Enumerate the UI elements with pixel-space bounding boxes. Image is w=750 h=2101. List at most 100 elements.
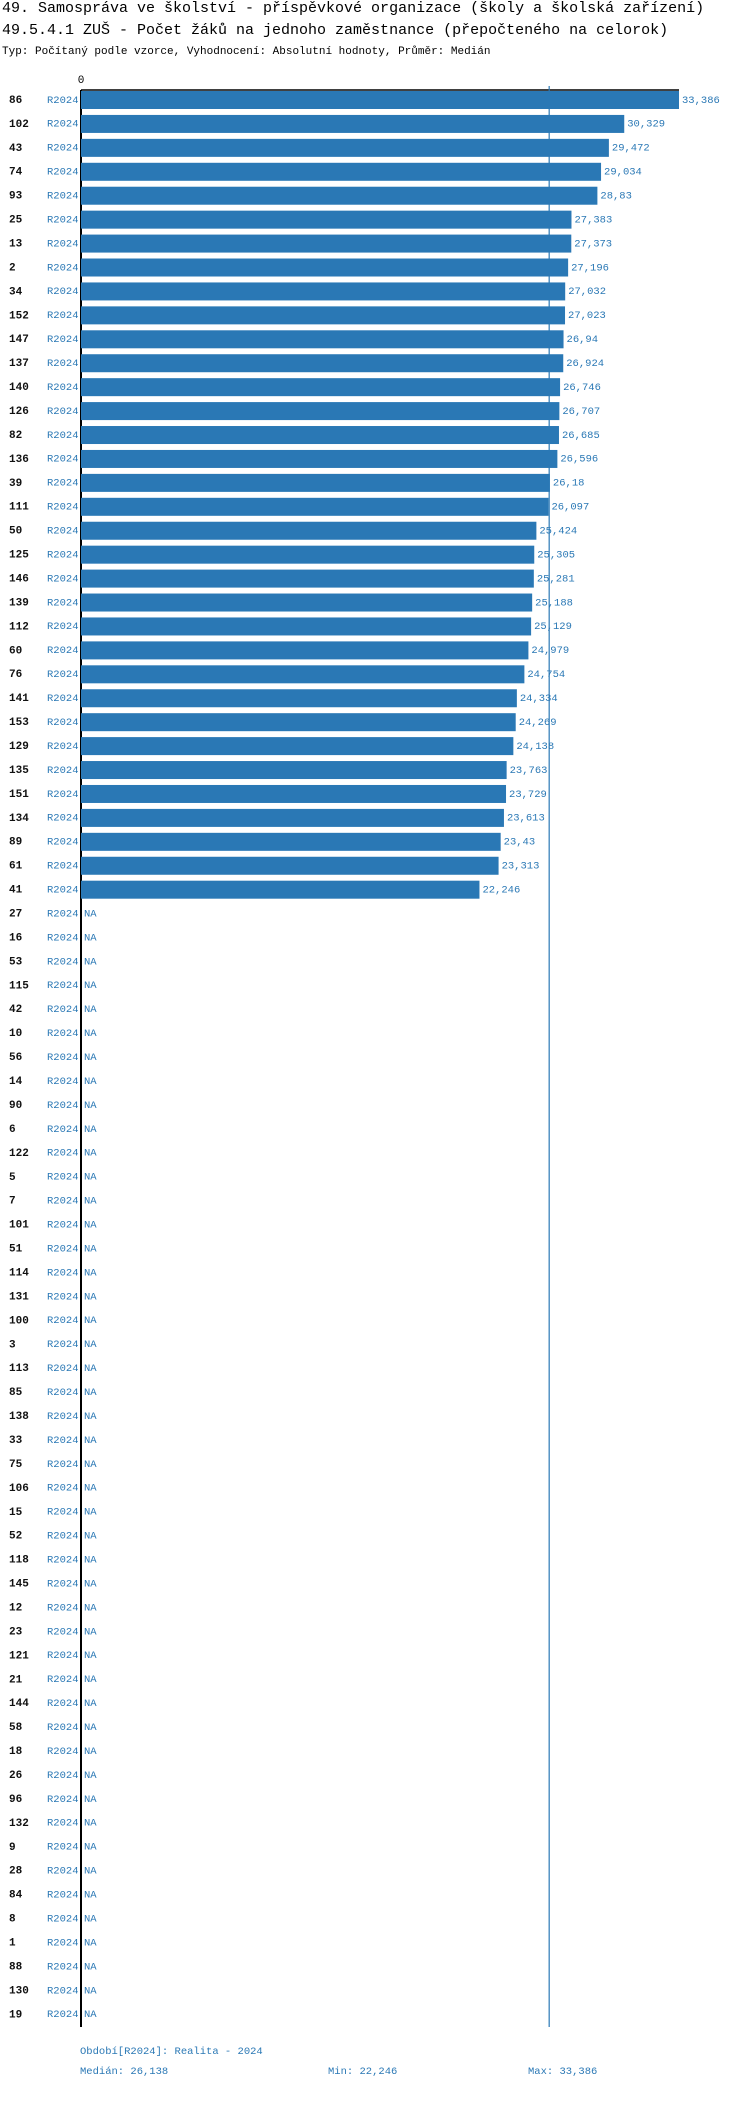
category-label: 136 [9,454,29,466]
category-label: 76 [9,669,22,681]
value-label: 26,596 [560,454,598,466]
series-label: R2024 [47,1578,79,1590]
category-label: 5 [9,1172,16,1184]
value-label: 25,129 [534,621,572,633]
category-label: 14 [9,1076,23,1088]
median-label: Medián: 26,138 [80,2066,168,2078]
category-label: 141 [9,693,29,705]
series-label: R2024 [47,95,79,107]
value-label: 23,763 [510,765,548,777]
series-label: R2024 [47,167,79,179]
na-label: NA [84,1196,97,1208]
series-label: R2024 [47,1674,79,1686]
series-label: R2024 [47,1913,79,1925]
series-label: R2024 [47,1890,79,1902]
value-label: 25,188 [535,597,573,609]
value-label: 26,685 [562,430,600,442]
series-label: R2024 [47,669,79,681]
series-label: R2024 [47,1339,79,1351]
category-label: 93 [9,191,23,203]
category-label: 121 [9,1650,29,1662]
na-label: NA [84,908,97,920]
category-label: 82 [9,430,22,442]
series-label: R2024 [47,119,79,131]
na-label: NA [84,1435,97,1447]
bar [81,138,609,157]
bar [81,258,569,277]
series-label: R2024 [47,1937,79,1949]
value-label: 24,754 [527,669,565,681]
value-label: 27,383 [574,214,612,226]
series-label: R2024 [47,238,79,250]
category-label: 33 [9,1435,23,1447]
series-label: R2024 [47,1507,79,1519]
na-label: NA [84,1387,97,1399]
series-label: R2024 [47,1722,79,1734]
na-label: NA [84,1172,97,1184]
category-label: 7 [9,1196,16,1208]
na-label: NA [84,1578,97,1590]
na-label: NA [84,932,97,944]
category-label: 106 [9,1483,29,1495]
category-label: 89 [9,837,22,849]
category-label: 88 [9,1961,23,1973]
category-label: 96 [9,1794,22,1806]
category-label: 152 [9,310,29,322]
x-tick-label: 0 [78,75,85,87]
bar [81,880,480,899]
na-label: NA [84,1626,97,1638]
category-label: 23 [9,1626,23,1638]
category-label: 2 [9,262,16,274]
na-label: NA [84,1076,97,1088]
value-label: 24,334 [520,693,558,705]
bar [81,497,549,516]
value-label: 30,329 [627,119,665,131]
category-label: 102 [9,119,29,131]
value-label: 22,246 [482,884,520,896]
category-label: 18 [9,1746,23,1758]
na-label: NA [84,1411,97,1423]
series-label: R2024 [47,2009,79,2021]
value-label: 23,313 [502,861,540,873]
category-label: 42 [9,1004,22,1016]
series-label: R2024 [47,1100,79,1112]
bar [81,306,566,325]
series-label: R2024 [47,1291,79,1303]
na-label: NA [84,1507,97,1519]
category-label: 60 [9,645,22,657]
value-label: 26,097 [551,502,589,514]
series-label: R2024 [47,1842,79,1854]
series-label: R2024 [47,813,79,825]
category-label: 137 [9,358,29,370]
category-label: 16 [9,932,22,944]
series-label: R2024 [47,262,79,274]
series-label: R2024 [47,1435,79,1447]
value-label: 24,138 [516,741,554,753]
na-label: NA [84,1100,97,1112]
category-label: 51 [9,1244,23,1256]
series-label: R2024 [47,334,79,346]
na-label: NA [84,980,97,992]
category-label: 100 [9,1315,29,1327]
category-label: 28 [9,1866,23,1878]
bar [81,713,516,732]
bar [81,832,501,851]
na-label: NA [84,1291,97,1303]
na-label: NA [84,1459,97,1471]
series-label: R2024 [47,1961,79,1973]
category-label: 9 [9,1842,16,1854]
series-label: R2024 [47,837,79,849]
bar [81,91,679,109]
category-label: 131 [9,1291,29,1303]
series-label: R2024 [47,1076,79,1088]
value-label: 24,979 [531,645,569,657]
category-label: 146 [9,574,29,586]
bar [81,545,535,564]
na-label: NA [84,1124,97,1136]
bar [81,737,514,756]
value-label: 28,83 [600,191,632,203]
value-label: 27,032 [568,286,606,298]
series-label: R2024 [47,1698,79,1710]
series-label: R2024 [47,1794,79,1806]
bar [81,402,560,421]
